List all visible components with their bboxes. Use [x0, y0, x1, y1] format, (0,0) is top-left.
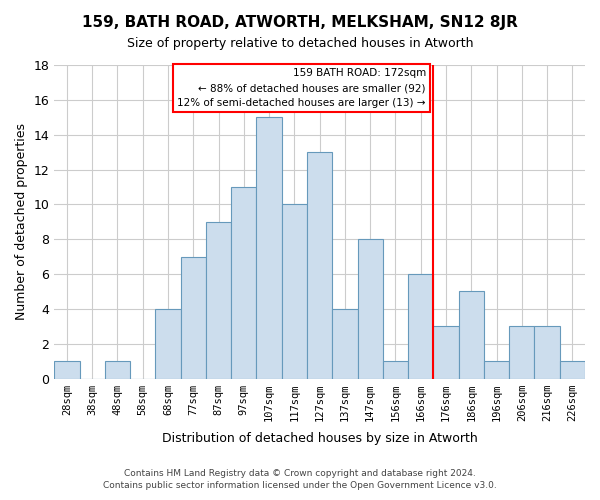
Bar — [535, 326, 560, 378]
Bar — [181, 256, 206, 378]
Bar — [105, 361, 130, 378]
Bar — [484, 361, 509, 378]
Text: 159, BATH ROAD, ATWORTH, MELKSHAM, SN12 8JR: 159, BATH ROAD, ATWORTH, MELKSHAM, SN12 … — [82, 15, 518, 30]
Bar — [458, 292, 484, 378]
Bar — [560, 361, 585, 378]
Text: Contains HM Land Registry data © Crown copyright and database right 2024.
Contai: Contains HM Land Registry data © Crown c… — [103, 468, 497, 490]
Text: 159 BATH ROAD: 172sqm
← 88% of detached houses are smaller (92)
12% of semi-deta: 159 BATH ROAD: 172sqm ← 88% of detached … — [177, 68, 426, 108]
Bar — [358, 239, 383, 378]
Y-axis label: Number of detached properties: Number of detached properties — [15, 124, 28, 320]
Bar — [256, 118, 282, 378]
Bar — [433, 326, 458, 378]
Bar — [408, 274, 433, 378]
Bar — [282, 204, 307, 378]
Bar — [54, 361, 80, 378]
Bar — [231, 187, 256, 378]
Bar — [383, 361, 408, 378]
Bar — [155, 309, 181, 378]
Bar — [509, 326, 535, 378]
Bar — [206, 222, 231, 378]
Bar — [332, 309, 358, 378]
Text: Size of property relative to detached houses in Atworth: Size of property relative to detached ho… — [127, 38, 473, 51]
Bar — [307, 152, 332, 378]
X-axis label: Distribution of detached houses by size in Atworth: Distribution of detached houses by size … — [162, 432, 478, 445]
